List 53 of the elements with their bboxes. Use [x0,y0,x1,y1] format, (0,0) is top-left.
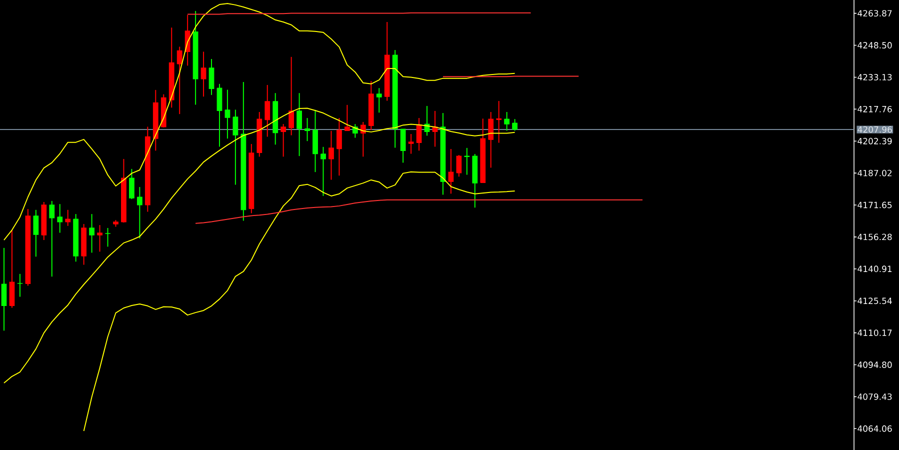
y-tick-label: 4217.76 [858,106,892,112]
candlestick [89,214,94,254]
candlestick [288,56,294,136]
y-tick-label: 4171.65 [858,202,892,208]
y-tick-label: 4094.80 [858,362,892,368]
y-tick-label: 4202.39 [858,138,892,144]
candlestick [17,273,23,298]
y-tick-label: 4079.43 [858,393,892,400]
candlestick [304,118,310,142]
candlestick [328,130,334,180]
candlestick [224,89,230,140]
candlestick [200,51,206,98]
candlestick [504,111,510,132]
candlestick [129,168,134,200]
candlestick [280,124,286,158]
candlestick [97,224,102,252]
candlestick [296,92,302,157]
y-tick-label: 4125.54 [858,298,892,304]
y-tick-label: 4140.91 [858,266,892,272]
ref-line-label: 4207.96 [858,126,892,133]
candlestick [1,247,7,332]
candlestick [136,186,142,239]
candlestick [232,109,238,186]
candlestick [488,111,494,168]
candlestick [9,230,15,308]
y-tick-label: 4263.87 [858,10,892,17]
candlestick [464,147,470,176]
y-tick-label: 4156.28 [858,234,892,240]
candlestick [496,100,502,144]
candlestick [400,128,406,164]
candlestick [105,227,110,248]
candlestick [336,118,342,176]
candlestick [512,118,518,132]
candlestick [216,83,222,148]
candlestick [408,134,414,154]
candlestick [344,104,350,132]
candlestick [456,154,462,178]
y-tick-label: 4110.17 [858,330,892,336]
candlestick [57,204,63,234]
candlestick [312,109,318,173]
y-tick-label: 4248.50 [858,42,892,48]
candlestick [65,209,71,226]
candlestick [448,148,454,194]
y-tick-label: 4233.13 [858,74,892,80]
y-tick-label: 4187.02 [858,170,892,176]
candlestick [49,200,55,278]
candlestick [33,209,39,258]
candlestick [320,146,326,196]
candlestick [176,46,182,115]
candlestick [376,88,382,114]
candlestick [264,84,270,138]
y-tick-label: 4064.06 [858,425,892,432]
candlestick [208,58,214,96]
